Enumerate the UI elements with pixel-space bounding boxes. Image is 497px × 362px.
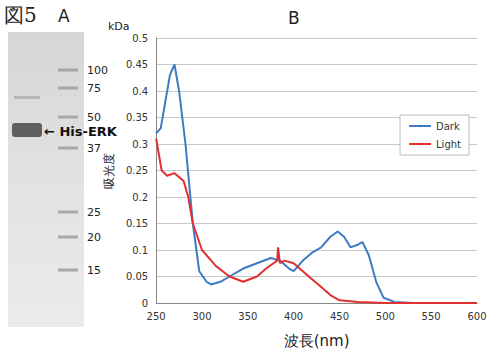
svg-text:20: 20 — [87, 231, 101, 244]
svg-text:50: 50 — [87, 111, 101, 124]
svg-text:0.15: 0.15 — [126, 218, 148, 229]
svg-text:600: 600 — [467, 311, 486, 322]
svg-text:400: 400 — [284, 311, 303, 322]
svg-text:kDa: kDa — [108, 20, 130, 33]
svg-text:吸光度: 吸光度 — [102, 153, 116, 189]
svg-text:0.45: 0.45 — [126, 59, 148, 70]
svg-text:15: 15 — [87, 264, 101, 277]
svg-text:0.3: 0.3 — [132, 139, 148, 150]
svg-text:← His-ERK: ← His-ERK — [44, 124, 118, 139]
svg-text:0.05: 0.05 — [126, 271, 148, 282]
svg-text:250: 250 — [147, 311, 166, 322]
svg-text:0.1: 0.1 — [132, 245, 148, 256]
svg-text:0.35: 0.35 — [126, 112, 148, 123]
svg-text:75: 75 — [87, 82, 101, 95]
svg-text:A: A — [58, 6, 70, 26]
svg-text:550: 550 — [422, 311, 441, 322]
svg-text:0.2: 0.2 — [132, 192, 148, 203]
svg-text:300: 300 — [192, 311, 211, 322]
svg-text:0: 0 — [142, 298, 148, 309]
svg-text:図5: 図5 — [4, 3, 37, 27]
svg-text:Dark: Dark — [436, 121, 460, 132]
svg-text:450: 450 — [330, 311, 349, 322]
svg-text:0.4: 0.4 — [132, 86, 148, 97]
svg-text:37: 37 — [87, 142, 101, 155]
svg-text:350: 350 — [238, 311, 257, 322]
svg-text:25: 25 — [87, 206, 101, 219]
svg-text:Light: Light — [436, 139, 461, 150]
svg-text:500: 500 — [376, 311, 395, 322]
svg-text:波長(nm): 波長(nm) — [284, 332, 350, 350]
svg-text:0.25: 0.25 — [126, 165, 148, 176]
svg-text:0.5: 0.5 — [132, 33, 148, 44]
svg-text:B: B — [288, 8, 300, 28]
svg-text:100: 100 — [87, 64, 108, 77]
